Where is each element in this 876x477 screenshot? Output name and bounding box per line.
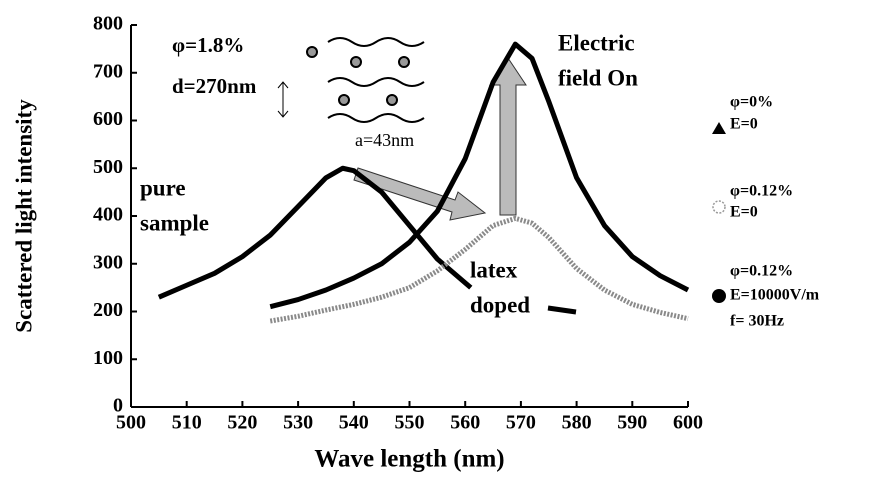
y-tick-label: 500 — [93, 156, 123, 178]
annotation: a=43nm — [355, 130, 414, 150]
y-tick-label: 400 — [93, 204, 123, 226]
y-tick-label: 700 — [93, 60, 123, 82]
annotation: doped — [470, 292, 530, 317]
doped-pointer — [547, 305, 577, 315]
x-tick-label: 600 — [673, 412, 703, 434]
legend-label: E=0 — [730, 204, 758, 221]
legend-label: φ=0.12% — [730, 263, 793, 280]
legend-label: φ=0.12% — [730, 183, 793, 200]
x-tick-label: 580 — [562, 412, 592, 434]
x-tick-label: 550 — [395, 412, 425, 434]
legend-label: E=10000V/m — [730, 287, 820, 304]
x-tick-label: 500 — [116, 412, 146, 434]
y-tick-label: 200 — [93, 299, 123, 321]
inset-diagram — [277, 37, 425, 123]
annotation: field On — [558, 65, 638, 90]
annotation: Electric — [558, 30, 635, 55]
y-tick-label: 300 — [93, 251, 123, 273]
annotation: latex — [470, 257, 518, 282]
y-tick-label: 100 — [93, 347, 123, 369]
data-line — [269, 41, 690, 310]
y-tick-label: 0 — [113, 395, 123, 417]
data-line — [157, 165, 473, 300]
annotation: pure — [140, 175, 186, 200]
y-tick-label: 600 — [93, 108, 123, 130]
legend-marker — [712, 289, 726, 303]
x-tick-label: 560 — [450, 412, 480, 434]
legend-marker — [712, 122, 726, 134]
legend-label: f= 30Hz — [730, 313, 784, 330]
x-tick-label: 520 — [227, 412, 257, 434]
x-tick-label: 540 — [339, 412, 369, 434]
legend-label: E=0 — [730, 116, 758, 133]
y-axis-label: Scattered light intensity — [11, 99, 36, 333]
legend-marker — [712, 200, 726, 214]
annotation: φ=1.8% — [172, 33, 244, 57]
x-axis-label: Wave length (nm) — [314, 446, 504, 473]
annotation: sample — [140, 210, 209, 235]
x-tick-label: 590 — [617, 412, 647, 434]
x-tick-label: 510 — [172, 412, 202, 434]
y-tick-label: 800 — [93, 13, 123, 35]
legend-label: φ=0% — [730, 94, 773, 111]
x-tick-label: 570 — [506, 412, 536, 434]
annotation: d=270nm — [172, 74, 257, 98]
x-tick-label: 530 — [283, 412, 313, 434]
